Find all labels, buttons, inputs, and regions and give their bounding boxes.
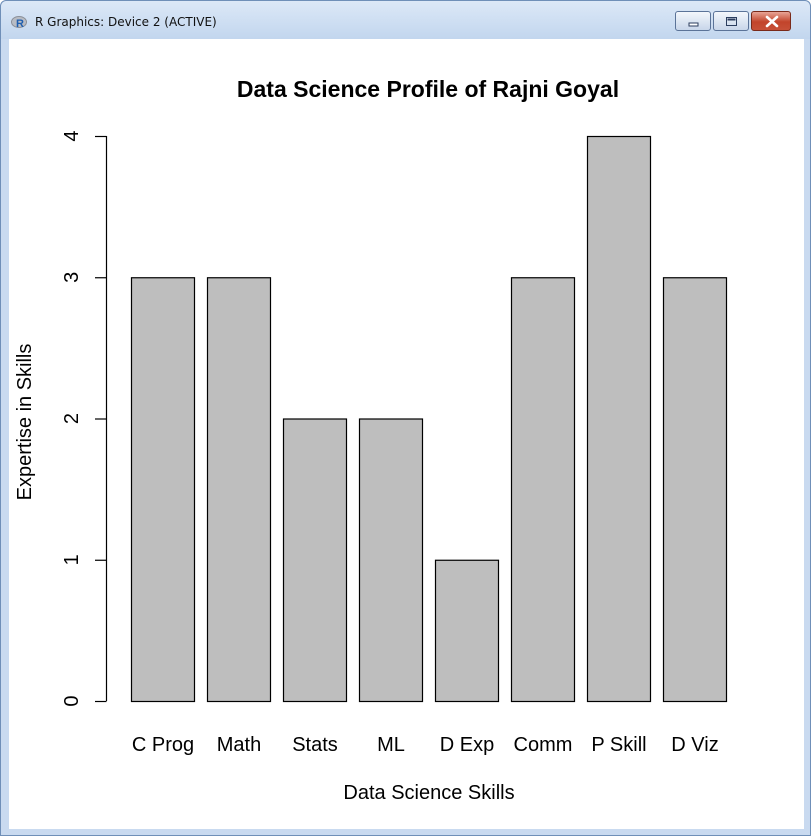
close-icon — [765, 15, 779, 28]
bar-p-skill — [586, 135, 652, 703]
window-title: R Graphics: Device 2 (ACTIVE) — [35, 15, 217, 29]
title-bar[interactable]: R R Graphics: Device 2 (ACTIVE) — [1, 1, 810, 39]
y-axis-label: Expertise in Skills — [14, 344, 36, 501]
minimize-button[interactable] — [675, 11, 711, 31]
r-logo-icon: R — [11, 16, 27, 30]
svg-text:R: R — [16, 18, 24, 30]
bars-group — [130, 135, 728, 703]
x-tick-label: P Skill — [591, 734, 646, 756]
x-tick-label: Comm — [514, 734, 573, 756]
x-tick-label: Math — [217, 734, 261, 756]
bar-comm — [510, 277, 576, 703]
y-tick-label: 3 — [61, 272, 83, 283]
y-axis: 0 1 2 3 4 — [61, 130, 108, 707]
bar-d-exp — [434, 559, 500, 703]
x-tick-label: D Exp — [440, 734, 494, 756]
y-tick-label: 2 — [61, 413, 83, 424]
close-button[interactable] — [751, 11, 791, 31]
x-tick-label: Stats — [292, 734, 338, 756]
x-tick-label: ML — [377, 734, 405, 756]
y-tick-label: 1 — [61, 554, 83, 565]
y-tick-label: 4 — [61, 130, 83, 141]
x-tick-labels: C Prog Math Stats ML D Exp Comm P Skill D Viz — [132, 734, 719, 756]
bar-chart: Data Science Profile of Rajni Goyal Data… — [14, 76, 728, 804]
bar-c-prog — [130, 277, 196, 703]
minimize-icon — [688, 22, 699, 27]
bar-d-viz — [662, 277, 728, 703]
maximize-icon — [726, 17, 737, 26]
y-tick-label: 0 — [61, 695, 83, 706]
plot-area: Data Science Profile of Rajni Goyal Data… — [9, 39, 804, 829]
x-tick-label: C Prog — [132, 734, 194, 756]
x-axis-label: Data Science Skills — [343, 782, 514, 804]
bar-ml — [358, 418, 424, 703]
maximize-button[interactable] — [713, 11, 749, 31]
bar-stats — [282, 418, 348, 703]
bar-math — [206, 277, 272, 703]
chart-title: Data Science Profile of Rajni Goyal — [237, 76, 619, 102]
x-tick-label: D Viz — [671, 734, 718, 756]
